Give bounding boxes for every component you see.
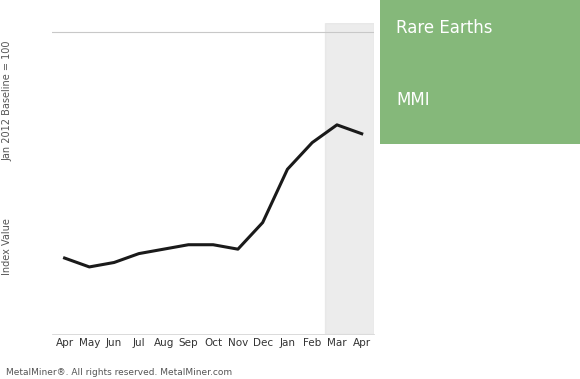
Text: March to: March to bbox=[440, 212, 495, 225]
Text: MetalMiner®. All rights reserved. MetalMiner.com: MetalMiner®. All rights reserved. MetalM… bbox=[6, 368, 232, 377]
Text: Rare Earths: Rare Earths bbox=[396, 19, 492, 37]
Text: April: April bbox=[440, 246, 469, 259]
Text: Down 1.9%: Down 1.9% bbox=[440, 280, 511, 293]
Text: MMI: MMI bbox=[396, 91, 430, 109]
Bar bbox=[380, 0, 580, 144]
Text: Jan 2012 Baseline = 100: Jan 2012 Baseline = 100 bbox=[2, 40, 12, 161]
Bar bbox=[325, 23, 374, 334]
Text: Index Value: Index Value bbox=[2, 218, 12, 275]
